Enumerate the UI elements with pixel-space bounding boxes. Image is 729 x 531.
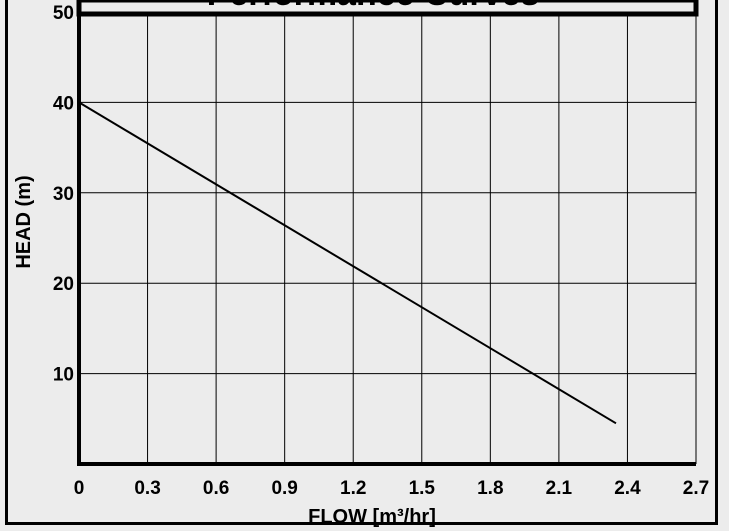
x-tick-label: 2.7 <box>683 478 709 499</box>
chart-frame <box>5 0 718 525</box>
y-tick-label: 50 <box>53 3 74 24</box>
x-tick-label: 0.6 <box>203 478 229 499</box>
x-tick-label: 0 <box>74 478 85 499</box>
axes <box>77 12 696 466</box>
y-tick-labels: 10 20 30 40 50 <box>53 3 74 386</box>
y-tick-label: 10 <box>53 365 74 386</box>
x-tick-label: 2.1 <box>546 478 573 499</box>
y-tick-label: 30 <box>53 184 74 205</box>
x-tick-label: 1.2 <box>340 478 366 499</box>
x-tick-label: 0.9 <box>271 478 297 499</box>
y-tick-label: 20 <box>53 274 74 295</box>
chart-title: Performance Curves <box>207 0 540 13</box>
series-group <box>78 101 617 425</box>
y-tick-label: 40 <box>53 93 74 114</box>
title-box <box>76 0 699 17</box>
x-tick-label: 0.3 <box>134 478 160 499</box>
y-axis-title: HEAD (m) <box>13 175 35 268</box>
x-axis-title: FLOW [m³/hr] <box>308 506 436 528</box>
grid <box>79 11 697 464</box>
x-tick-label: 2.4 <box>614 478 641 499</box>
performance-curve <box>78 101 617 425</box>
x-tick-labels: 0 0.3 0.6 0.9 1.2 1.5 1.8 2.1 2.4 2.7 <box>74 478 710 499</box>
x-tick-label: 1.5 <box>409 478 436 499</box>
x-tick-label: 1.8 <box>477 478 503 499</box>
